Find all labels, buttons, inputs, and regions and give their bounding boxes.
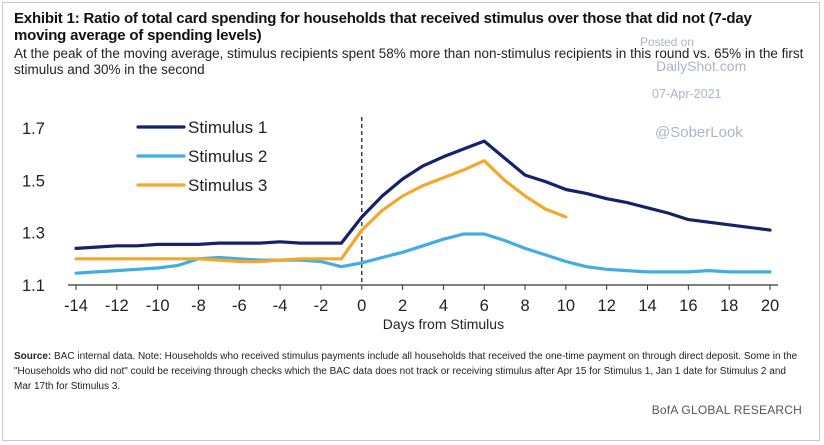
source-note: Source: BAC internal data. Note: Househo…: [14, 349, 804, 394]
y-tick-label: 1.7: [22, 120, 45, 138]
x-axis-title: Days from Stimulus: [383, 316, 504, 332]
x-tick-label: 4: [439, 297, 448, 315]
x-tick-label: 2: [398, 297, 407, 315]
x-tick-label: -10: [146, 297, 170, 315]
watermark-site: DailyShot.com: [656, 58, 747, 74]
y-tick-label: 1.3: [22, 225, 45, 243]
x-tick-label: 18: [720, 297, 738, 315]
watermark-handle: @SoberLook: [655, 124, 743, 141]
series-line-stimulus-1: [74, 139, 772, 250]
x-tick-label: 20: [761, 297, 779, 315]
exhibit-frame: [2, 2, 820, 441]
legend-label: Stimulus 1: [188, 118, 267, 137]
x-tick-label: 0: [357, 297, 366, 315]
x-tick-label: -8: [191, 297, 206, 315]
x-tick-label: 16: [679, 297, 697, 315]
legend-label: Stimulus 2: [188, 147, 267, 166]
brand-label: BofA GLOBAL RESEARCH: [651, 403, 802, 417]
x-tick-label: 6: [480, 297, 489, 315]
series-line-stimulus-2: [74, 232, 772, 275]
x-tick-label: -6: [232, 297, 247, 315]
chart-subtitle: At the peak of the moving average, stimu…: [14, 46, 804, 77]
x-tick-label: 10: [557, 297, 575, 315]
x-tick-label: 14: [638, 297, 656, 315]
plot-area: -14 -12 -10 -8 -6 -4 -2 0 2 4 6 8 10 12 14 16 18 20 1.1 1.3…: [22, 117, 779, 332]
source-label: Source:: [14, 351, 52, 362]
x-tick-label: 12: [598, 297, 616, 315]
legend-label: Stimulus 3: [188, 176, 267, 195]
source-text: BAC internal data. Note: Households who …: [14, 351, 798, 392]
x-tick-label: -14: [64, 297, 88, 315]
x-tick-label: -2: [314, 297, 329, 315]
chart-title: Exhibit 1: Ratio of total card spending …: [14, 10, 752, 44]
x-tick-label: 8: [520, 297, 529, 315]
watermark-date: 07-Apr-2021: [652, 87, 722, 101]
watermark-posted: Posted on: [640, 35, 695, 49]
y-tick-label: 1.5: [22, 172, 45, 190]
y-tick-label: 1.1: [22, 277, 45, 295]
x-tick-label: -4: [273, 297, 288, 315]
series-line-stimulus-3: [74, 159, 568, 264]
x-tick-label: -12: [105, 297, 129, 315]
legend: Stimulus 1 Stimulus 2 Stimulus 3: [136, 118, 267, 195]
